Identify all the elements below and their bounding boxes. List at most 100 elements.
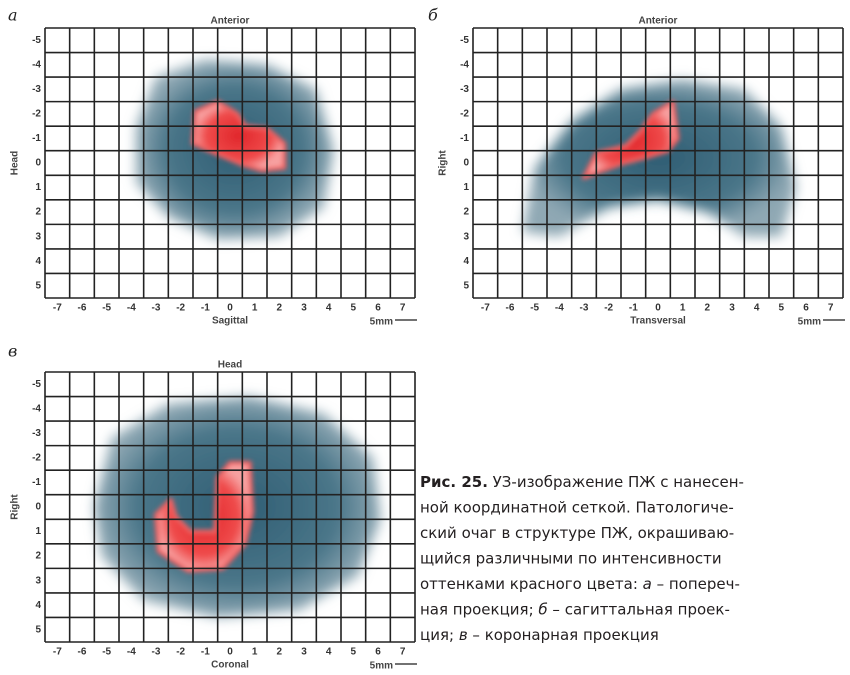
x-tick-label: -5 — [530, 303, 539, 314]
y-tick-label: 2 — [463, 207, 469, 218]
caption-text: – попереч- — [652, 575, 740, 593]
caption-text: в — [459, 626, 468, 644]
y-tick-label: 0 — [463, 158, 469, 169]
x-tick-label: -6 — [506, 303, 515, 314]
x-tick-label: 2 — [705, 303, 711, 314]
figure: Рис. 25. УЗ-изображение ПЖ с нанесен-ной… — [0, 0, 850, 675]
x-tick-label: -4 — [555, 303, 564, 314]
x-tick-label: -2 — [604, 303, 613, 314]
caption: Рис. 25. УЗ-изображение ПЖ с нанесен-ной… — [420, 473, 744, 644]
x-tick-label: 5 — [351, 647, 357, 658]
x-tick-label: 5 — [779, 303, 785, 314]
caption-text: б — [538, 601, 547, 619]
panel-letter: а — [8, 6, 18, 25]
y-tick-label: 4 — [35, 600, 41, 611]
x-tick-label: 0 — [227, 303, 233, 314]
caption-text: ция; — [420, 626, 459, 644]
x-tick-label: -6 — [78, 647, 87, 658]
y-tick-label: -5 — [32, 35, 41, 46]
y-tick-label: 2 — [35, 207, 41, 218]
y-tick-label: -1 — [32, 133, 41, 144]
caption-text: ной координатной сеткой. Патологиче- — [420, 499, 734, 517]
side-label: Head — [10, 151, 21, 175]
x-tick-label: -1 — [201, 647, 210, 658]
organ-shape — [522, 80, 796, 237]
x-tick-label: 6 — [375, 303, 381, 314]
y-tick-label: -2 — [32, 109, 41, 120]
x-tick-label: 4 — [754, 303, 760, 314]
x-tick-label: 1 — [680, 303, 686, 314]
panel-letter: б — [428, 6, 438, 25]
x-tick-label: 1 — [252, 303, 258, 314]
x-tick-label: -3 — [580, 303, 589, 314]
x-tick-label: -2 — [176, 647, 185, 658]
x-tick-label: -7 — [481, 303, 490, 314]
x-tick-label: 0 — [227, 647, 233, 658]
x-tick-label: 1 — [252, 647, 258, 658]
x-tick-label: 7 — [400, 647, 406, 658]
y-tick-label: -4 — [32, 403, 41, 414]
x-tick-label: 4 — [326, 647, 332, 658]
y-tick-label: -5 — [32, 379, 41, 390]
x-tick-label: 2 — [277, 647, 283, 658]
x-tick-label: -3 — [152, 647, 161, 658]
x-tick-label: 4 — [326, 303, 332, 314]
y-tick-label: -5 — [460, 35, 469, 46]
y-tick-label: -2 — [460, 109, 469, 120]
caption-text: ная проекция; — [420, 601, 538, 619]
x-tick-label: -7 — [53, 303, 62, 314]
y-tick-label: -4 — [32, 59, 41, 70]
top-label: Head — [218, 360, 242, 371]
top-label: Anterior — [639, 16, 678, 27]
y-tick-label: 4 — [463, 256, 469, 267]
y-tick-label: -3 — [460, 84, 469, 95]
caption-text: – сагиттальная проек- — [548, 601, 730, 619]
x-tick-label: 0 — [655, 303, 661, 314]
panel-letter: в — [8, 342, 17, 361]
caption-text: ский очаг в структуре ПЖ, окрашиваю- — [420, 524, 734, 542]
x-tick-label: 3 — [301, 303, 307, 314]
bottom-label: Coronal — [211, 660, 249, 671]
scale-label: 5mm — [370, 661, 393, 672]
y-tick-label: -2 — [32, 453, 41, 464]
y-tick-label: 3 — [463, 231, 469, 242]
x-tick-label: -6 — [78, 303, 87, 314]
caption-text: щийся различными по интенсивности — [420, 550, 722, 568]
x-tick-label: 7 — [400, 303, 406, 314]
scale-label: 5mm — [370, 317, 393, 328]
y-tick-label: 0 — [35, 158, 41, 169]
x-tick-label: 5 — [351, 303, 357, 314]
y-tick-label: 4 — [35, 256, 41, 267]
x-tick-label: 3 — [729, 303, 735, 314]
x-tick-label: 6 — [375, 647, 381, 658]
x-tick-label: -4 — [127, 303, 136, 314]
x-tick-label: -4 — [127, 647, 136, 658]
scale-label: 5mm — [798, 317, 821, 328]
y-tick-label: 5 — [35, 280, 41, 291]
side-label: Right — [10, 494, 21, 520]
x-tick-label: 6 — [803, 303, 809, 314]
bottom-label: Transversal — [630, 316, 686, 327]
bottom-label: Sagittal — [212, 316, 248, 327]
x-tick-label: -1 — [629, 303, 638, 314]
caption-text: УЗ-изображение ПЖ с нанесен- — [488, 473, 744, 491]
caption-text: а — [643, 575, 652, 593]
y-tick-label: -1 — [460, 133, 469, 144]
caption-label: Рис. 25. — [420, 473, 488, 491]
x-tick-label: -1 — [201, 303, 210, 314]
y-tick-label: 0 — [35, 502, 41, 513]
x-tick-label: -5 — [102, 303, 111, 314]
top-label: Anterior — [211, 16, 250, 27]
side-label: Right — [438, 150, 449, 176]
x-tick-label: -2 — [176, 303, 185, 314]
y-tick-label: 3 — [35, 575, 41, 586]
y-tick-label: 5 — [35, 624, 41, 635]
x-tick-label: 2 — [277, 303, 283, 314]
x-tick-label: -7 — [53, 647, 62, 658]
y-tick-label: -4 — [460, 59, 469, 70]
x-tick-label: -5 — [102, 647, 111, 658]
y-tick-label: -1 — [32, 477, 41, 488]
